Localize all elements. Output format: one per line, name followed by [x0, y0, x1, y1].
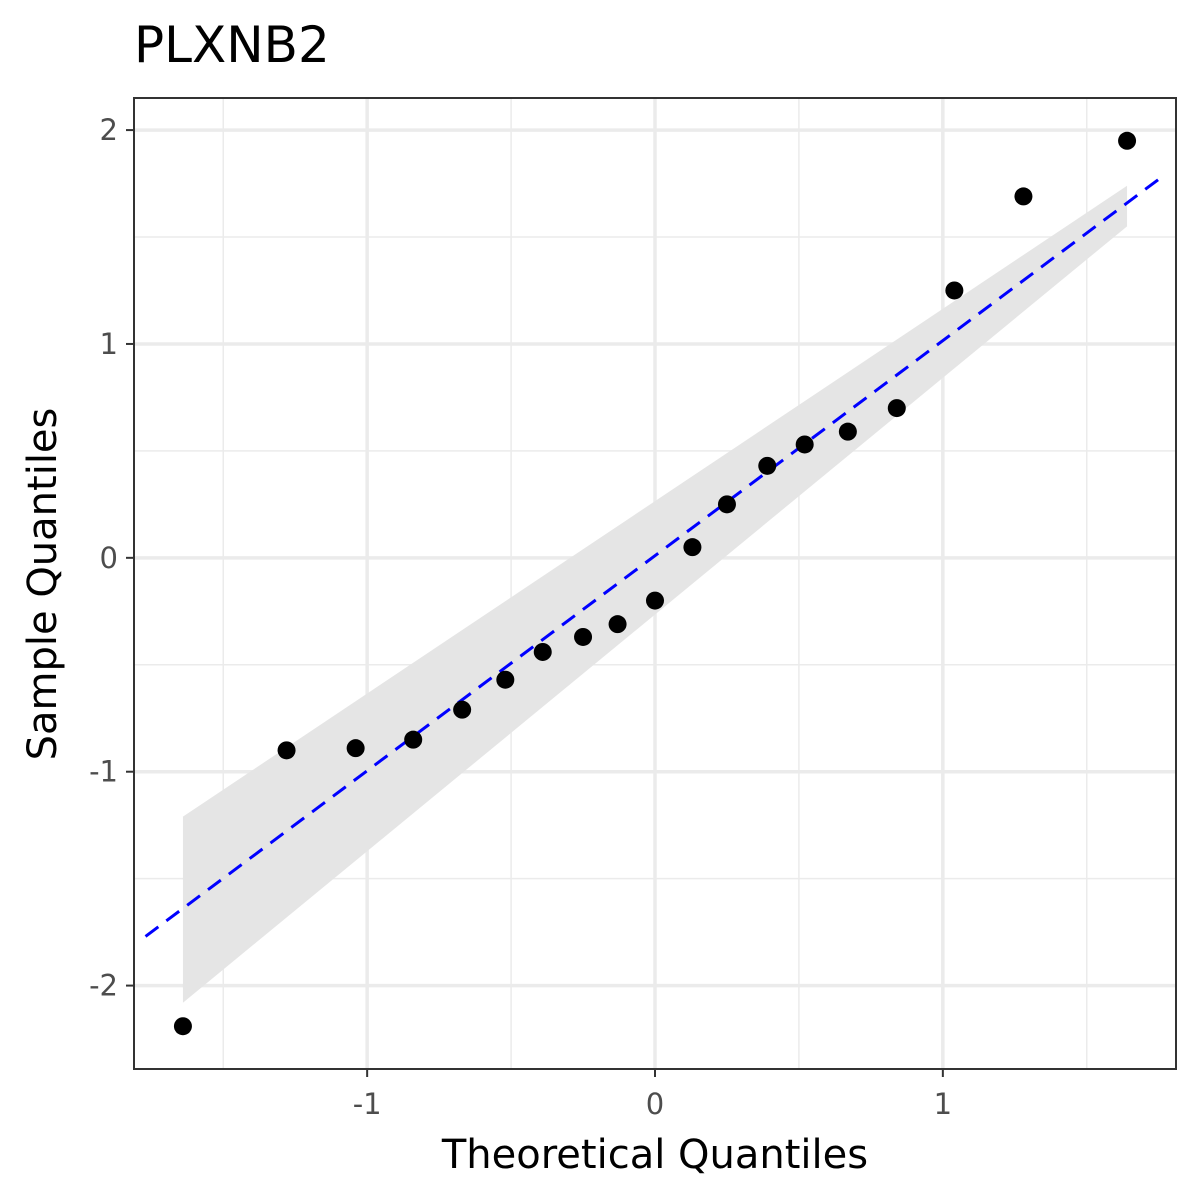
data-point: [404, 730, 423, 749]
data-point: [608, 615, 627, 634]
x-tick-label: 1: [934, 1087, 952, 1121]
data-point: [453, 700, 472, 719]
data-point: [1014, 187, 1033, 206]
data-point: [887, 399, 906, 418]
y-tick-label: -1: [89, 755, 118, 789]
data-point: [173, 1017, 192, 1036]
data-point: [277, 741, 296, 760]
data-point: [683, 538, 702, 557]
data-point: [758, 456, 777, 475]
data-point: [838, 422, 857, 441]
y-tick-label: 1: [100, 327, 118, 361]
y-tick-label: 2: [100, 113, 118, 147]
data-point: [346, 739, 365, 758]
chart-title: PLXNB2: [134, 16, 330, 74]
y-tick-label: 0: [100, 541, 118, 575]
data-point: [533, 642, 552, 661]
y-axis-title: Sample Quantiles: [20, 408, 66, 761]
data-point: [795, 435, 814, 454]
points: [173, 131, 1137, 1036]
data-point: [496, 670, 515, 689]
x-tick-label: 0: [646, 1087, 664, 1121]
data-point: [646, 591, 664, 610]
data-point: [1118, 131, 1137, 150]
reference-line: [144, 178, 1160, 938]
x-axis-title: Theoretical Quantiles: [441, 1132, 868, 1178]
y-tick-label: -2: [89, 969, 118, 1003]
data-point: [717, 495, 736, 514]
axis-ticks: -1 0 1 -2 -1 0 1 2: [89, 113, 952, 1121]
data-point: [945, 281, 964, 300]
data-point: [574, 627, 593, 646]
x-tick-label: -1: [353, 1087, 382, 1121]
